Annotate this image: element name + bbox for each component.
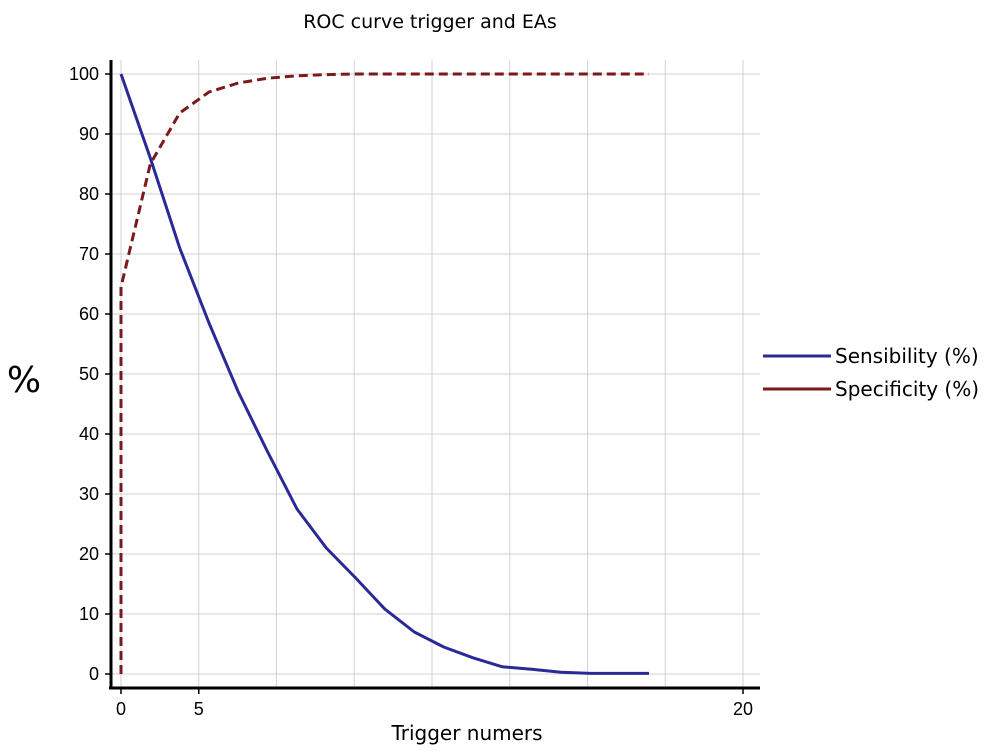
y-tick-label: 80 — [79, 184, 99, 204]
series-line-specificity — [119, 72, 649, 674]
x-tick-label: 5 — [194, 699, 204, 719]
legend-label: Sensibility (%) — [835, 344, 979, 368]
y-tick-label: 90 — [79, 124, 99, 144]
legend: Sensibility (%) Specificity (%) — [763, 344, 979, 401]
y-tick-label: 0 — [89, 664, 99, 684]
grid-lines — [111, 60, 760, 688]
y-tick-label: 70 — [79, 244, 99, 264]
y-tick-label: 30 — [79, 484, 99, 504]
y-tick-label: 40 — [79, 424, 99, 444]
series-lines — [119, 72, 649, 675]
y-tick-label: 20 — [79, 544, 99, 564]
y-axis-label: % — [7, 360, 41, 401]
legend-label: Specificity (%) — [835, 377, 979, 401]
x-tick-label: 20 — [733, 699, 753, 719]
x-axis-label: Trigger numers — [390, 721, 542, 745]
y-tick-label: 100 — [69, 64, 99, 84]
tick-labels: 0 10 20 30 40 50 60 70 80 90 100 0 5 20 — [69, 64, 753, 719]
y-tick-label: 60 — [79, 304, 99, 324]
series-line-sensibility — [119, 73, 649, 675]
chart-title: ROC curve trigger and EAs — [303, 11, 557, 33]
y-tick-label: 50 — [79, 364, 99, 384]
y-tick-label: 10 — [79, 604, 99, 624]
x-tick-label: 0 — [116, 699, 126, 719]
